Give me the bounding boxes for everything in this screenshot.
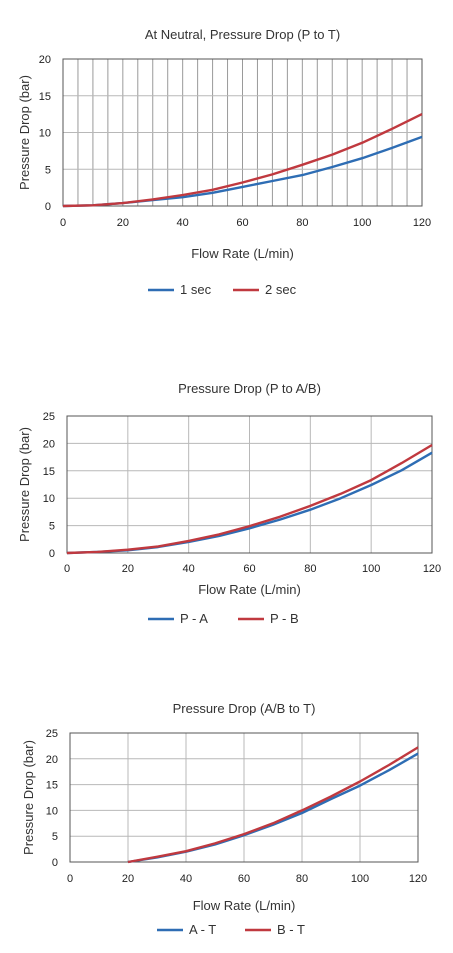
chart1-y-axis-label: Pressure Drop (bar) [17, 75, 32, 190]
chart1-y-tick-label: 10 [39, 128, 51, 140]
chart2-y-axis-label: Pressure Drop (bar) [17, 427, 32, 542]
chart1-legend-label: 2 sec [265, 282, 297, 297]
chart3-x-tick-label: 20 [122, 873, 134, 885]
chart3-y-tick-label: 10 [46, 805, 58, 817]
chart2-x-tick-label: 60 [243, 563, 255, 575]
chart3-x-axis-label: Flow Rate (L/min) [193, 898, 296, 913]
chart3-y-tick-label: 5 [52, 831, 58, 843]
chart3-y-tick-label: 25 [46, 728, 58, 740]
chart1-y-tick-label: 15 [39, 91, 51, 103]
chart2-y-tick-label: 5 [49, 521, 55, 533]
chart2-x-tick-label: 20 [122, 563, 134, 575]
chart2-x-tick-label: 40 [183, 563, 195, 575]
chart1-x-tick-label: 120 [413, 217, 431, 229]
chart2-x-axis-label: Flow Rate (L/min) [198, 582, 301, 597]
chart1-series-2-line [62, 113, 423, 208]
chart1-legend-label: 1 sec [180, 282, 212, 297]
chart3-x-tick-label: 60 [238, 873, 250, 885]
chart2-y-tick-label: 25 [43, 411, 55, 423]
chart1-x-tick-label: 0 [60, 217, 66, 229]
chart1-x-tick-label: 100 [353, 217, 371, 229]
chart2-y-tick-label: 15 [43, 466, 55, 478]
chart2-x-tick-label: 0 [64, 563, 70, 575]
chart3-x-tick-label: 120 [409, 873, 427, 885]
chart2-legend-label: P - B [270, 611, 299, 626]
chart3-series-2-line [127, 746, 419, 864]
chart3-legend-label: B - T [277, 922, 305, 937]
chart1-title: At Neutral, Pressure Drop (P to T) [145, 27, 340, 42]
chart2-x-tick-label: 100 [362, 563, 380, 575]
chart2-legend-label: P - A [180, 611, 208, 626]
chart1-plot-frame [62, 58, 423, 207]
chart1-x-axis-label: Flow Rate (L/min) [191, 246, 294, 261]
chart3-y-axis-label: Pressure Drop (bar) [21, 740, 36, 855]
chart3-x-tick-label: 80 [296, 873, 308, 885]
chart2-x-tick-label: 80 [304, 563, 316, 575]
chart3-x-tick-label: 0 [67, 873, 73, 885]
chart2-title: Pressure Drop (P to A/B) [178, 381, 321, 396]
chart3-y-tick-label: 0 [52, 857, 58, 869]
chart1-y-tick-label: 20 [39, 54, 51, 66]
chart3-x-tick-label: 100 [351, 873, 369, 885]
chart2-series-2-line [66, 443, 433, 555]
chart3-series-1-line [127, 752, 419, 864]
chart1-y-tick-label: 0 [45, 201, 51, 213]
chart2-x-tick-label: 120 [423, 563, 441, 575]
chart3-plot-frame [69, 732, 419, 863]
chart3-x-tick-label: 40 [180, 873, 192, 885]
chart2-plot-frame [66, 415, 433, 554]
chart1-x-tick-label: 60 [236, 217, 248, 229]
chart3-title: Pressure Drop (A/B to T) [173, 701, 316, 716]
chart3-y-tick-label: 20 [46, 754, 58, 766]
chart1-x-tick-label: 40 [177, 217, 189, 229]
chart2-y-tick-label: 0 [49, 548, 55, 560]
chart1-x-tick-label: 20 [117, 217, 129, 229]
chart1-y-tick-label: 5 [45, 164, 51, 176]
chart3-legend-label: A - T [189, 922, 216, 937]
chart2-y-tick-label: 10 [43, 493, 55, 505]
chart3-y-tick-label: 15 [46, 780, 58, 792]
chart1-x-tick-label: 80 [296, 217, 308, 229]
chart2-y-tick-label: 20 [43, 438, 55, 450]
